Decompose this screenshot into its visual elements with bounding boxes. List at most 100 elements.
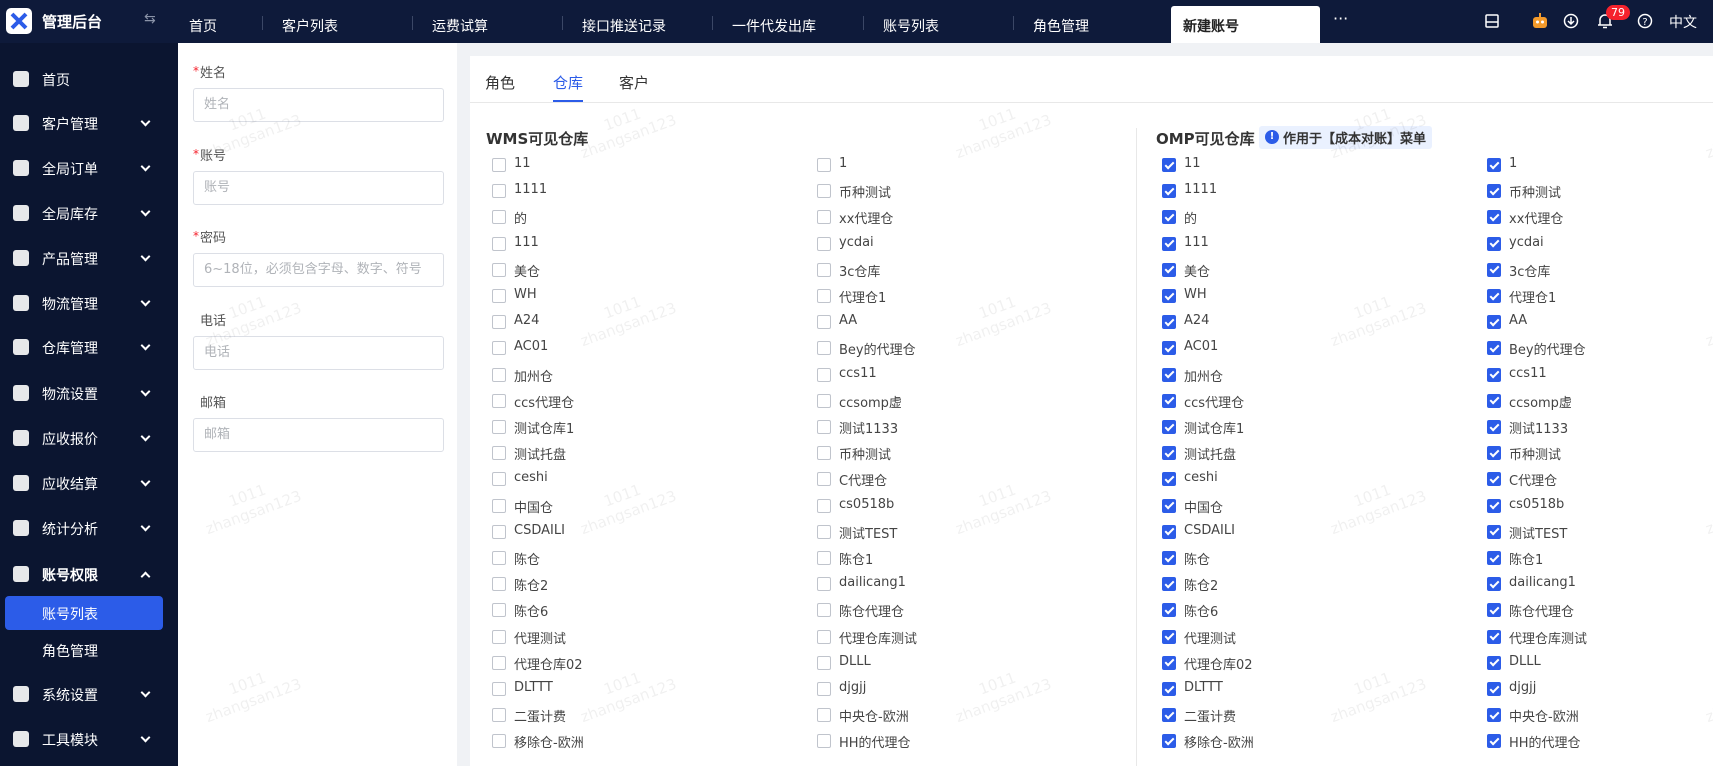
checkbox[interactable] — [492, 210, 506, 225]
menu-item[interactable]: 应收报价 — [42, 432, 98, 448]
download-icon[interactable] — [1563, 13, 1579, 29]
checkbox[interactable] — [817, 315, 831, 330]
tab[interactable]: 一件代发出库 — [732, 19, 816, 35]
more-tabs[interactable]: ··· — [1333, 9, 1349, 28]
help-icon[interactable]: ? — [1637, 13, 1653, 29]
checkbox[interactable] — [817, 367, 831, 382]
checkbox[interactable] — [817, 393, 831, 408]
checkbox[interactable] — [1162, 734, 1176, 749]
checkbox[interactable] — [1162, 498, 1176, 513]
bell-icon[interactable] — [1596, 12, 1614, 30]
checkbox[interactable] — [1162, 472, 1176, 487]
checkbox[interactable] — [492, 655, 506, 670]
checkbox[interactable] — [1487, 341, 1501, 356]
checkbox[interactable] — [1487, 629, 1501, 644]
checkbox[interactable] — [1487, 393, 1501, 408]
checkbox[interactable] — [817, 708, 831, 723]
checkbox[interactable] — [1487, 236, 1501, 251]
checkbox[interactable] — [1162, 446, 1176, 461]
message-icon[interactable] — [1484, 13, 1500, 29]
checkbox[interactable] — [1487, 210, 1501, 225]
checkbox[interactable] — [817, 446, 831, 461]
checkbox[interactable] — [817, 524, 831, 539]
menu-item[interactable]: 产品管理 — [42, 252, 98, 268]
checkbox[interactable] — [492, 498, 506, 513]
tab[interactable]: 首页 — [189, 19, 217, 35]
checkbox[interactable] — [492, 420, 506, 434]
checkbox[interactable] — [1162, 420, 1176, 434]
checkbox[interactable] — [1162, 289, 1176, 303]
checkbox[interactable] — [1162, 184, 1176, 199]
checkbox[interactable] — [1162, 524, 1176, 539]
checkbox[interactable] — [1487, 551, 1501, 565]
checkbox[interactable] — [492, 393, 506, 408]
checkbox[interactable] — [492, 708, 506, 723]
checkbox[interactable] — [817, 551, 831, 565]
panel-tab[interactable]: 角色 — [485, 74, 516, 92]
checkbox[interactable] — [817, 262, 831, 277]
checkbox[interactable] — [1162, 367, 1176, 382]
checkbox[interactable] — [492, 315, 506, 330]
checkbox[interactable] — [1487, 158, 1501, 172]
checkbox[interactable] — [492, 551, 506, 565]
robot-icon[interactable] — [1531, 12, 1549, 30]
tab[interactable]: 运费试算 — [432, 19, 488, 35]
input[interactable]: 账号 — [193, 171, 444, 205]
checkbox[interactable] — [492, 577, 506, 592]
tab[interactable]: 角色管理 — [1033, 19, 1089, 35]
submenu-item[interactable]: 角色管理 — [42, 644, 98, 660]
checkbox[interactable] — [1162, 158, 1176, 172]
checkbox[interactable] — [1487, 367, 1501, 382]
checkbox[interactable] — [1162, 577, 1176, 592]
tab[interactable]: 接口推送记录 — [582, 19, 666, 35]
checkbox[interactable] — [1162, 655, 1176, 670]
checkbox[interactable] — [1162, 629, 1176, 644]
checkbox[interactable] — [1162, 603, 1176, 618]
panel-tab[interactable]: 客户 — [619, 74, 650, 92]
checkbox[interactable] — [1487, 734, 1501, 749]
checkbox[interactable] — [817, 472, 831, 487]
checkbox[interactable] — [1487, 315, 1501, 330]
checkbox[interactable] — [817, 289, 831, 303]
tab[interactable]: 新建账号 — [1183, 19, 1239, 35]
submenu-item[interactable]: 账号列表 — [42, 607, 98, 623]
checkbox[interactable] — [1487, 446, 1501, 461]
input[interactable]: 电话 — [193, 336, 444, 370]
menu-item[interactable]: 物流管理 — [42, 297, 98, 313]
checkbox[interactable] — [1487, 708, 1501, 723]
checkbox[interactable] — [492, 184, 506, 199]
checkbox[interactable] — [492, 629, 506, 644]
checkbox[interactable] — [1162, 341, 1176, 356]
checkbox[interactable] — [492, 682, 506, 696]
checkbox[interactable] — [492, 341, 506, 356]
tab[interactable]: 客户列表 — [282, 19, 338, 35]
checkbox[interactable] — [492, 236, 506, 251]
checkbox[interactable] — [1162, 708, 1176, 723]
menu-item[interactable]: 账号权限 — [42, 568, 98, 584]
checkbox[interactable] — [817, 734, 831, 749]
checkbox[interactable] — [817, 158, 831, 172]
panel-tab[interactable]: 仓库 — [553, 74, 584, 92]
checkbox[interactable] — [1162, 236, 1176, 251]
menu-item[interactable]: 工具模块 — [42, 733, 98, 749]
menu-item[interactable]: 客户管理 — [42, 117, 98, 133]
checkbox[interactable] — [1162, 682, 1176, 696]
checkbox[interactable] — [1487, 289, 1501, 303]
menu-item[interactable]: 系统设置 — [42, 688, 98, 704]
checkbox[interactable] — [492, 262, 506, 277]
checkbox[interactable] — [1487, 184, 1501, 199]
input[interactable]: 姓名 — [193, 88, 444, 122]
checkbox[interactable] — [817, 341, 831, 356]
menu-item[interactable]: 全局订单 — [42, 162, 98, 178]
checkbox[interactable] — [492, 472, 506, 487]
checkbox[interactable] — [492, 734, 506, 749]
checkbox[interactable] — [817, 210, 831, 225]
checkbox[interactable] — [1487, 420, 1501, 434]
tab[interactable]: 账号列表 — [883, 19, 939, 35]
checkbox[interactable] — [1487, 262, 1501, 277]
checkbox[interactable] — [492, 524, 506, 539]
checkbox[interactable] — [492, 158, 506, 172]
checkbox[interactable] — [1487, 524, 1501, 539]
checkbox[interactable] — [492, 603, 506, 618]
checkbox[interactable] — [817, 629, 831, 644]
